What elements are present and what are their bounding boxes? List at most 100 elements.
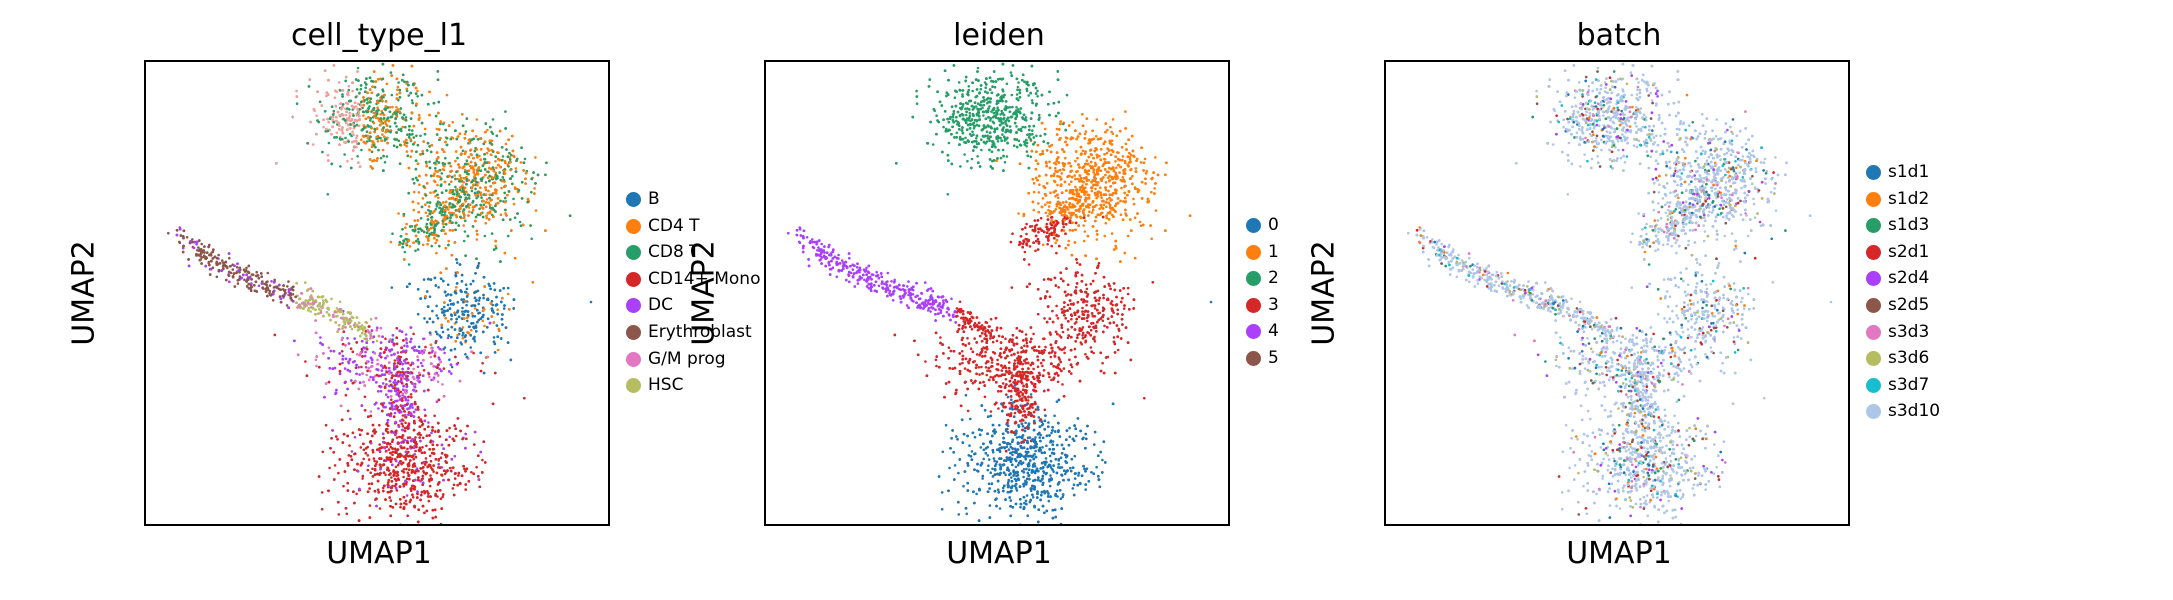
data-point <box>427 205 431 208</box>
data-point <box>533 187 536 190</box>
data-point <box>469 346 473 349</box>
data-point <box>416 95 419 98</box>
data-point <box>347 118 351 122</box>
data-point <box>435 489 439 493</box>
data-point <box>396 455 399 459</box>
data-point <box>403 250 407 254</box>
data-point <box>465 287 469 291</box>
data-point <box>443 346 447 349</box>
data-point <box>478 207 481 211</box>
data-point <box>427 421 430 424</box>
data-point <box>403 410 407 413</box>
data-point <box>474 135 478 138</box>
data-point <box>506 234 510 238</box>
data-point <box>369 317 373 321</box>
data-point <box>365 345 369 349</box>
data-point <box>419 216 423 220</box>
data-point <box>245 266 248 270</box>
data-point <box>362 457 365 461</box>
data-point <box>412 190 416 194</box>
data-point <box>440 177 443 180</box>
data-point <box>385 445 389 449</box>
data-point <box>197 246 200 249</box>
data-point <box>443 472 447 476</box>
data-point <box>461 149 465 153</box>
data-point <box>413 141 417 144</box>
data-point <box>434 330 438 334</box>
data-point <box>391 453 394 457</box>
data-point <box>387 481 390 484</box>
data-point <box>335 307 339 310</box>
data-point <box>450 317 453 321</box>
data-point <box>372 121 376 125</box>
data-point <box>429 459 433 463</box>
data-point <box>446 303 450 307</box>
data-point <box>330 297 333 301</box>
data-point <box>441 495 445 499</box>
data-point <box>475 180 478 184</box>
data-point <box>405 232 408 236</box>
data-point <box>470 189 474 193</box>
data-point <box>207 260 211 264</box>
data-point <box>343 367 347 370</box>
data-point <box>450 325 454 329</box>
data-point <box>432 470 435 473</box>
data-point <box>360 365 363 369</box>
data-point <box>400 397 404 400</box>
data-point <box>469 282 473 286</box>
data-point <box>406 436 410 440</box>
data-point <box>380 109 383 113</box>
data-point <box>304 360 307 363</box>
data-point <box>483 324 486 328</box>
data-point <box>408 436 412 439</box>
data-point <box>411 496 415 499</box>
data-point <box>369 119 372 122</box>
data-point <box>355 492 358 496</box>
data-point <box>369 410 373 413</box>
data-point <box>395 93 399 96</box>
data-point <box>367 366 371 370</box>
data-point <box>390 353 393 357</box>
data-point <box>442 225 446 229</box>
data-point <box>414 249 417 253</box>
data-point <box>414 408 418 411</box>
data-point <box>381 133 384 136</box>
data-point <box>411 406 414 409</box>
data-point <box>361 477 364 480</box>
data-point <box>384 473 387 477</box>
data-point <box>390 476 393 479</box>
data-point <box>504 212 507 215</box>
data-point <box>496 308 500 311</box>
data-point <box>445 93 449 97</box>
data-point <box>403 426 407 430</box>
data-point <box>428 160 431 164</box>
data-point <box>344 107 347 111</box>
data-point <box>456 156 459 160</box>
data-point <box>465 159 469 162</box>
data-point <box>422 369 426 372</box>
data-point <box>425 222 429 226</box>
data-point <box>368 105 371 108</box>
data-point <box>409 489 413 493</box>
data-point <box>434 241 438 245</box>
data-point <box>332 109 336 113</box>
data-point <box>271 299 275 302</box>
data-point <box>235 265 239 269</box>
data-point <box>414 436 417 439</box>
data-point <box>428 295 432 298</box>
data-point <box>399 370 402 374</box>
data-point <box>470 211 474 214</box>
data-point <box>285 304 289 307</box>
data-point <box>461 310 464 313</box>
data-point <box>390 398 393 402</box>
data-point <box>410 484 414 488</box>
data-point <box>464 353 467 356</box>
data-point <box>451 120 455 124</box>
data-point <box>492 336 496 339</box>
data-point <box>402 468 406 471</box>
data-point <box>484 205 488 209</box>
data-point <box>496 348 500 352</box>
data-point <box>355 137 358 140</box>
data-point <box>494 244 498 248</box>
data-point <box>344 136 347 140</box>
